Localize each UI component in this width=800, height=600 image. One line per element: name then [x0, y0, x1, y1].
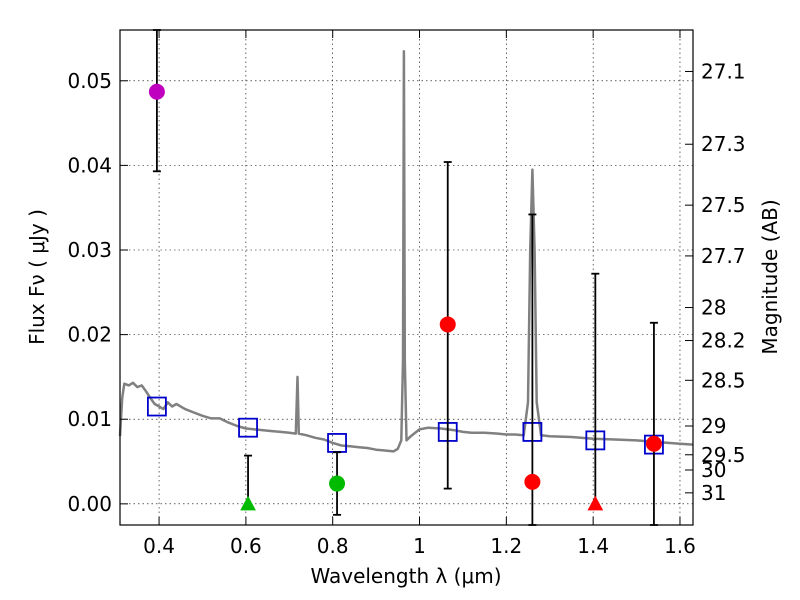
ticks-layer: 0.4 0.6 0.8 1 1.2 1.4 1.6 0.00 0.01 0.02 0.03 0.04 0…	[67, 30, 746, 558]
y-axis-label: Flux Fν ( μJy )	[25, 209, 49, 345]
y-tick-label: 0.00	[67, 492, 112, 516]
model-spectrum-layer	[118, 49, 694, 453]
mag-tick-label: 28.2	[701, 329, 746, 353]
x-tick-label: 0.6	[230, 534, 262, 558]
mag-tick-label: 29	[701, 414, 726, 438]
y-tick-label: 0.04	[67, 153, 112, 177]
model-spectrum-line	[118, 49, 694, 453]
mag-tick-label: 27.7	[701, 244, 746, 268]
y-tick-label: 0.02	[67, 323, 112, 347]
y-axis-right-label: Magnitude (AB)	[758, 199, 782, 354]
y-tick-label: 0.05	[67, 69, 112, 93]
observed-point	[524, 473, 541, 490]
mag-tick-label: 30	[701, 458, 726, 482]
x-tick-label: 1.2	[490, 534, 522, 558]
observed-point	[329, 475, 346, 492]
mag-tick-label: 28.5	[701, 368, 746, 392]
mag-tick-label: 31	[701, 481, 726, 505]
model-band-square	[146, 396, 167, 417]
x-tick-label: 1.6	[664, 534, 696, 558]
marker-layer	[146, 29, 664, 526]
observed-point	[645, 435, 662, 452]
y-tick-label: 0.01	[67, 407, 112, 431]
upper-limit-triangle	[240, 495, 256, 511]
mag-tick-label: 27.5	[701, 193, 746, 217]
observed-point	[148, 83, 165, 100]
mag-tick-label: 28	[701, 296, 726, 320]
x-tick-label: 0.4	[143, 534, 175, 558]
x-axis-label: Wavelength λ (μm)	[310, 564, 501, 588]
mag-tick-label: 27.3	[701, 132, 746, 156]
x-tick-label: 0.8	[317, 534, 349, 558]
plot-frame	[119, 29, 694, 526]
x-tick-label: 1	[413, 534, 426, 558]
observed-point	[439, 316, 456, 333]
y-tick-label: 0.03	[67, 238, 112, 262]
upper-limit-triangle	[587, 495, 604, 511]
mag-tick-label: 29.5	[701, 443, 746, 467]
x-tick-label: 1.4	[577, 534, 609, 558]
mag-tick-label: 27.1	[701, 59, 746, 83]
model-band-square	[238, 417, 258, 438]
